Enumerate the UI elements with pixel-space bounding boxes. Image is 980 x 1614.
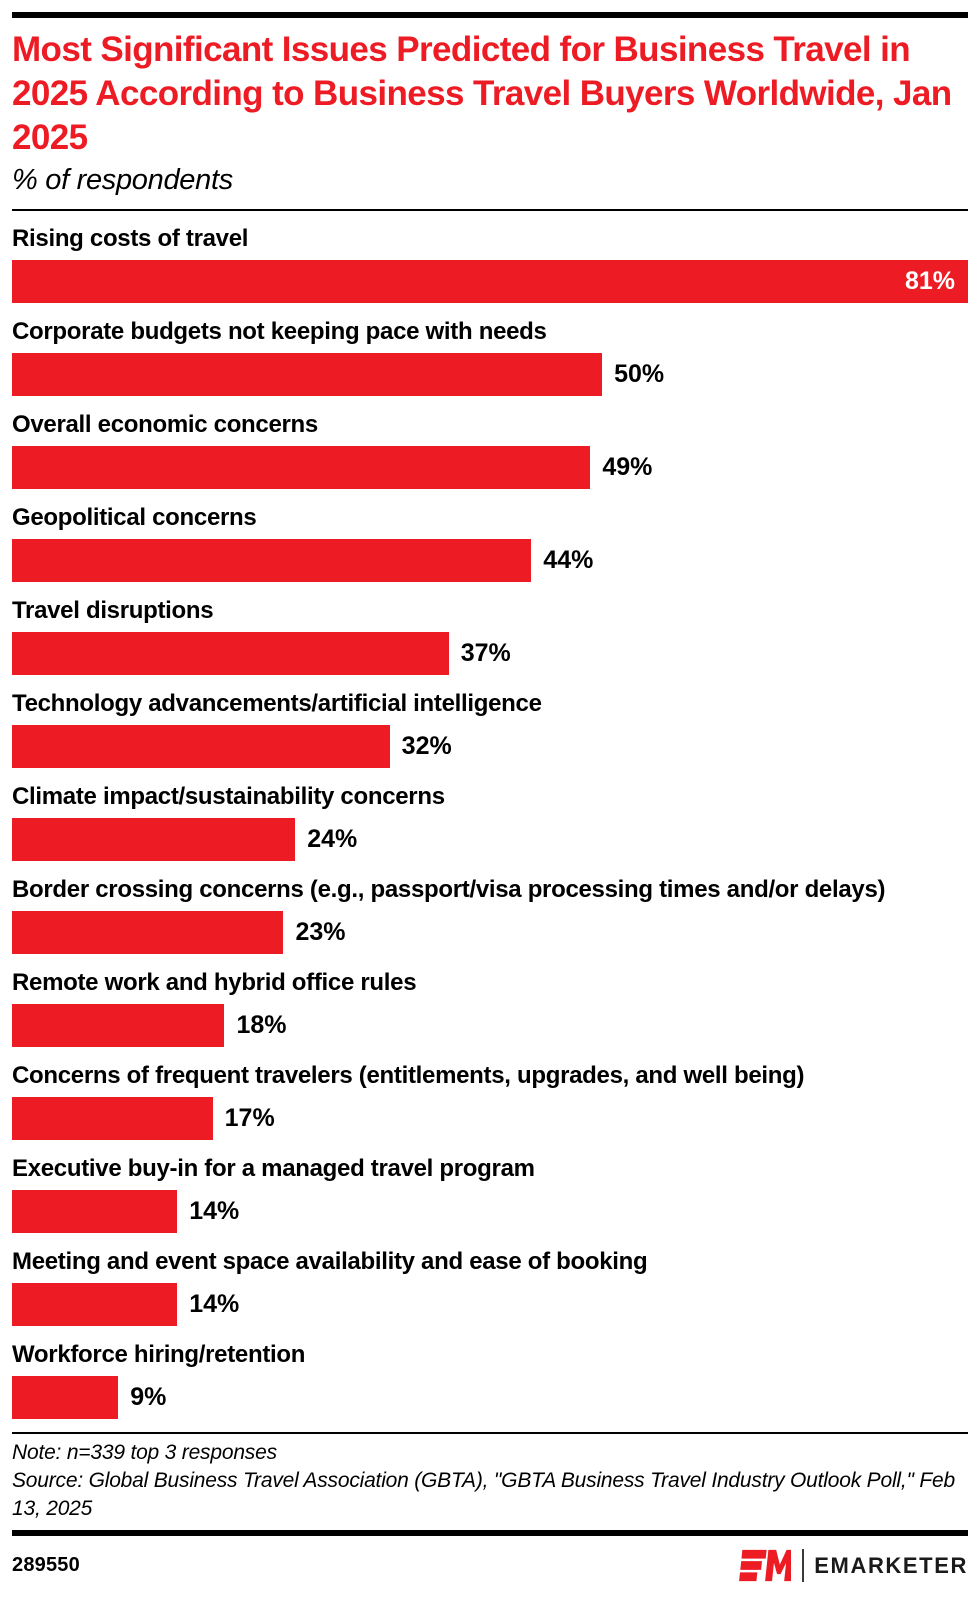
footer-row: 289550 EMARKETER — [12, 1549, 968, 1583]
bar — [12, 1190, 178, 1234]
bar-track: 18% — [12, 1004, 968, 1048]
bar — [12, 353, 603, 397]
bar-value-label: 44% — [543, 546, 594, 575]
bar-group: Executive buy-in for a managed travel pr… — [12, 1153, 968, 1234]
bar-category-label: Overall economic concerns — [12, 411, 318, 439]
bar — [12, 632, 449, 676]
bar-value-label: 14% — [189, 1290, 240, 1319]
bar-value-label: 32% — [401, 732, 452, 761]
bar-value-label: 18% — [236, 1011, 287, 1040]
bar-value-label: 49% — [602, 453, 653, 482]
chart-subtitle: % of respondents — [12, 164, 233, 197]
bar-value-label: 14% — [189, 1197, 240, 1226]
logo-divider — [802, 1549, 805, 1583]
bar-value-label: 17% — [224, 1104, 275, 1133]
bar — [12, 1283, 178, 1327]
bar-track: 49% — [12, 446, 968, 490]
bar-track: 81% — [12, 260, 968, 304]
bar-group: Workforce hiring/retention 9% — [12, 1339, 968, 1420]
bar-group: Border crossing concerns (e.g., passport… — [12, 874, 968, 955]
bar-group: Meeting and event space availability and… — [12, 1246, 968, 1327]
bar — [12, 1004, 225, 1048]
bar-track: 14% — [12, 1283, 968, 1327]
bar — [12, 1376, 119, 1420]
bar-track: 24% — [12, 818, 968, 862]
bar-value-label: 23% — [295, 918, 346, 947]
bar-track: 9% — [12, 1376, 968, 1420]
bar-category-label: Geopolitical concerns — [12, 504, 257, 532]
top-rule — [12, 12, 968, 18]
bar — [12, 446, 591, 490]
footnote-divider — [12, 1432, 968, 1435]
logo-wordmark: EMARKETER — [814, 1552, 968, 1578]
bar-category-label: Corporate budgets not keeping pace with … — [12, 318, 547, 346]
bar-value-label: 81% — [904, 267, 955, 296]
bar-group: Geopolitical concerns 44% — [12, 502, 968, 583]
bar-category-label: Concerns of frequent travelers (entitlem… — [12, 1062, 805, 1090]
bar-track: 50% — [12, 353, 968, 397]
bar — [12, 818, 296, 862]
bar-category-label: Technology advancements/artificial intel… — [12, 690, 542, 718]
bar-group: Concerns of frequent travelers (entitlem… — [12, 1060, 968, 1141]
bar-track: 23% — [12, 911, 968, 955]
header-divider — [12, 209, 968, 212]
bar-group: Corporate budgets not keeping pace with … — [12, 316, 968, 397]
bar-group: Overall economic concerns 49% — [12, 409, 968, 490]
bar — [12, 539, 532, 583]
bar-chart: Rising costs of travel 81% Corporate budge… — [12, 223, 968, 1420]
emarketer-logo: EMARKETER — [739, 1549, 968, 1583]
bar: 81% — [12, 260, 968, 304]
bar-category-label: Executive buy-in for a managed travel pr… — [12, 1155, 535, 1183]
bar-group: Climate impact/sustainability concerns 24… — [12, 781, 968, 862]
bar-track: 32% — [12, 725, 968, 769]
bar-category-label: Travel disruptions — [12, 597, 214, 625]
bar-category-label: Meeting and event space availability and… — [12, 1248, 648, 1276]
chart-title: Most Significant Issues Predicted for Bu… — [12, 30, 952, 158]
bar-category-label: Workforce hiring/retention — [12, 1341, 306, 1369]
source-text: Source: Global Business Travel Associati… — [12, 1469, 955, 1521]
bar-category-label: Rising costs of travel — [12, 225, 249, 253]
bar-group: Remote work and hybrid office rules 18% — [12, 967, 968, 1048]
bar — [12, 911, 284, 955]
bar-group: Travel disruptions 37% — [12, 595, 968, 676]
bar-value-label: 50% — [614, 360, 665, 389]
em-monogram-icon — [739, 1550, 792, 1582]
bar-category-label: Remote work and hybrid office rules — [12, 969, 417, 997]
bar-track: 44% — [12, 539, 968, 583]
bar-track: 37% — [12, 632, 968, 676]
bar-category-label: Border crossing concerns (e.g., passport… — [12, 876, 886, 904]
bar-category-label: Climate impact/sustainability concerns — [12, 783, 445, 811]
bar-group: Technology advancements/artificial intel… — [12, 688, 968, 769]
bar-track: 17% — [12, 1097, 968, 1141]
note-text: Note: n=339 top 3 responses — [12, 1441, 277, 1465]
bar-track: 14% — [12, 1190, 968, 1234]
bar-value-label: 9% — [130, 1383, 167, 1412]
bar — [12, 1097, 213, 1141]
bar-group: Rising costs of travel 81% — [12, 223, 968, 304]
bar-value-label: 24% — [307, 825, 358, 854]
footnotes: Note: n=339 top 3 responses Source: Glob… — [12, 1439, 968, 1523]
chart-id: 289550 — [12, 1554, 80, 1577]
bar-value-label: 37% — [460, 639, 511, 668]
footer-rule — [12, 1530, 968, 1537]
bar — [12, 725, 390, 769]
